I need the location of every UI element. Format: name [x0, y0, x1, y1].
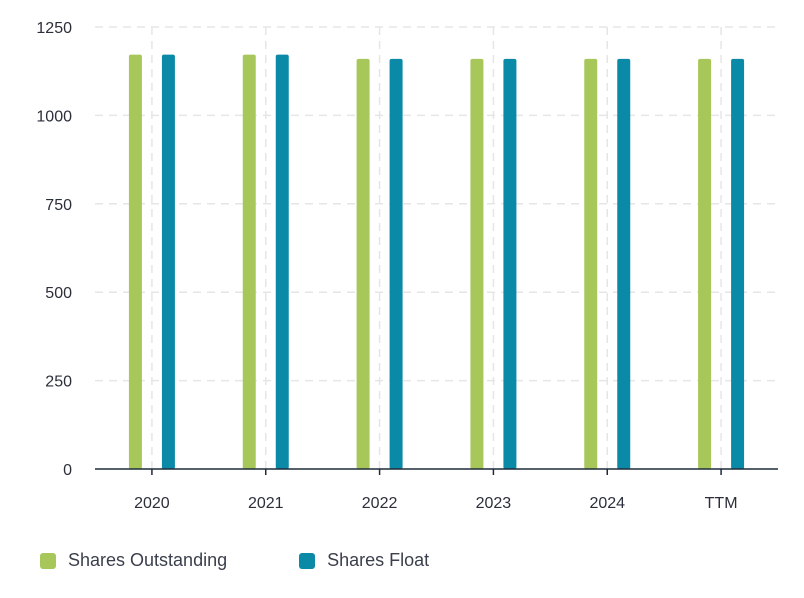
bar-shares-outstanding: [356, 58, 370, 469]
legend-swatch-shares-outstanding: [40, 552, 56, 569]
y-tick-label: 1250: [36, 20, 72, 37]
legend-item-shares-float[interactable]: Shares Float: [299, 550, 429, 571]
bar-shares-float: [389, 58, 403, 469]
x-tick-label: 2023: [476, 495, 512, 512]
bar-shares-outstanding: [470, 58, 484, 469]
x-tick-label: 2021: [248, 495, 284, 512]
bar-shares-float: [731, 58, 745, 469]
legend-item-shares-outstanding[interactable]: Shares Outstanding: [40, 550, 227, 571]
y-tick-label: 750: [45, 197, 72, 214]
bar-shares-float: [503, 58, 517, 469]
bar-shares-float: [161, 54, 175, 469]
legend-label-shares-float: Shares Float: [327, 550, 430, 570]
bar-shares-float: [275, 54, 289, 469]
bar-shares-float: [617, 58, 631, 469]
bar-shares-outstanding: [128, 54, 142, 469]
chart: 0 250 500 750 1000 1250 2020 2021 2022 2023 2024 TT…: [36, 20, 778, 512]
bar-shares-outstanding: [242, 54, 256, 469]
x-tick-label: 2024: [589, 495, 625, 512]
y-tick-label: 500: [45, 285, 72, 302]
legend: Shares Outstanding Shares Float: [40, 550, 429, 571]
y-tick-label: 0: [63, 462, 72, 479]
legend-swatch-shares-float: [299, 552, 316, 569]
bar-shares-outstanding: [584, 58, 598, 469]
x-tick-label: 2020: [134, 495, 170, 512]
y-tick-label: 1000: [36, 108, 72, 125]
legend-label-shares-outstanding: Shares Outstanding: [68, 550, 228, 570]
x-tick-label: 2022: [362, 495, 398, 512]
bar-shares-outstanding: [698, 58, 712, 469]
x-tick-label: TTM: [705, 495, 738, 512]
y-tick-label: 250: [45, 374, 72, 391]
